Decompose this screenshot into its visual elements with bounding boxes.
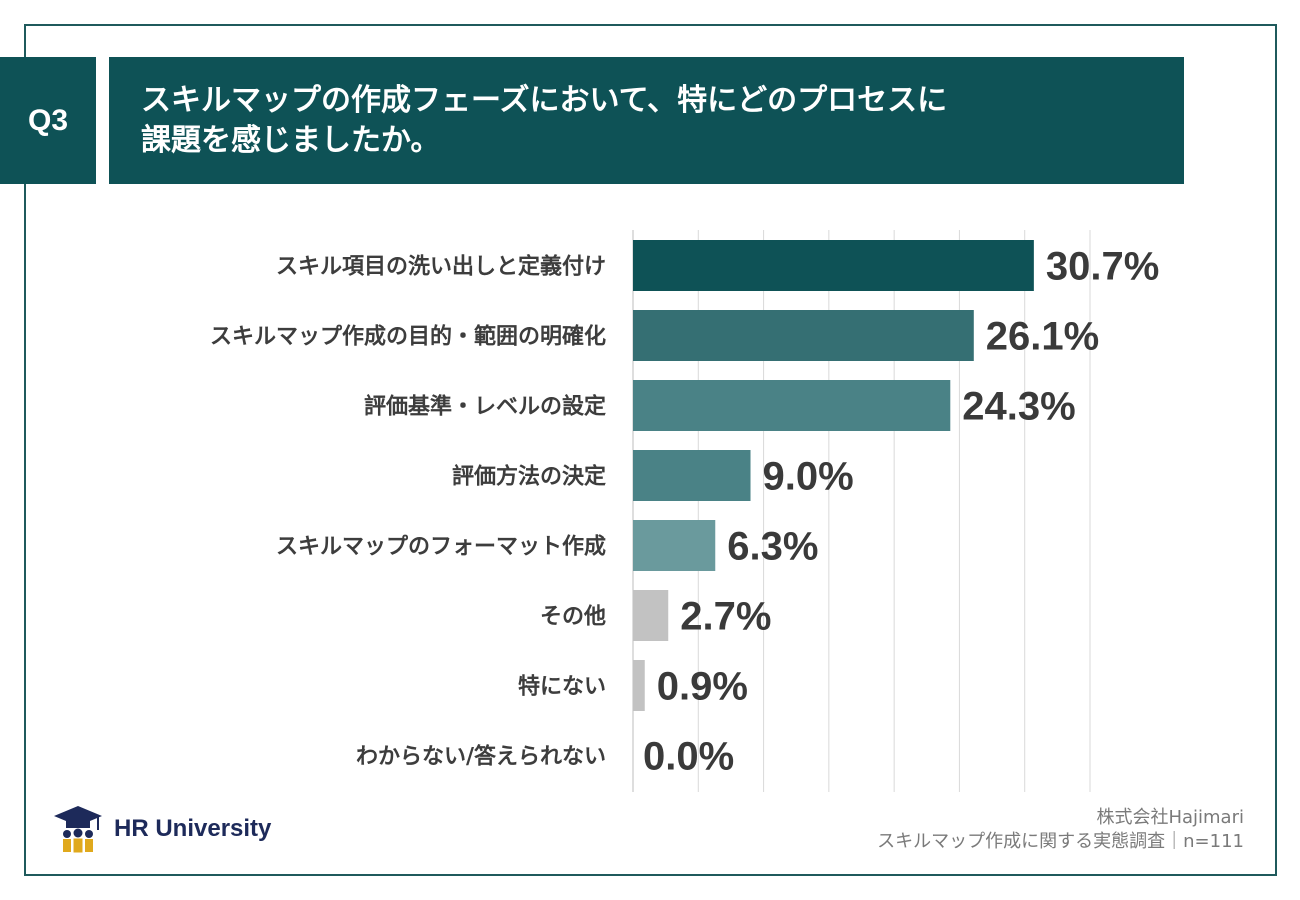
bar — [633, 450, 751, 501]
category-label: わからない/答えられない — [356, 744, 606, 770]
category-label: その他 — [540, 605, 606, 630]
category-label: 評価方法の決定 — [452, 464, 606, 490]
data-label: 30.7% — [1046, 245, 1159, 289]
category-label: スキルマップのフォーマット作成 — [276, 535, 606, 560]
bar — [633, 310, 974, 361]
logo-text: HR University — [114, 815, 272, 842]
bar — [633, 380, 951, 431]
question-title-line1: スキルマップの作成フェーズにおいて、特にどのプロセスに — [141, 82, 948, 118]
company-name: 株式会社Hajimari — [1096, 807, 1244, 828]
data-label: 0.9% — [657, 665, 748, 709]
bar — [633, 660, 645, 711]
source-note: 株式会社Hajimari スキルマップ作成に関する実態調査｜n=111 — [877, 806, 1244, 854]
category-label: 特にない — [518, 674, 606, 700]
graduation-cap-icon — [54, 806, 102, 853]
data-label: 6.3% — [727, 525, 818, 569]
bar — [633, 240, 1034, 291]
category-label: 評価基準・レベルの設定 — [364, 394, 606, 420]
data-label: 9.0% — [763, 455, 854, 499]
question-title-line2: 課題を感じましたか。 — [141, 122, 441, 158]
data-label: 0.0% — [643, 735, 734, 779]
question-title: スキルマップの作成フェーズにおいて、特にどのプロセスに 課題を感じましたか。 — [109, 57, 1184, 184]
data-label: 2.7% — [680, 595, 771, 639]
data-label: 26.1% — [986, 315, 1099, 359]
category-label: スキルマップ作成の目的・範囲の明確化 — [210, 324, 606, 350]
survey-name: スキルマップ作成に関する実態調査｜n=111 — [877, 831, 1244, 852]
chart-frame — [24, 24, 1277, 876]
question-label: Q3 — [0, 57, 96, 184]
data-label: 24.3% — [962, 385, 1075, 429]
bar — [633, 520, 716, 571]
category-label: スキル項目の洗い出しと定義付け — [276, 254, 606, 280]
hr-university-logo: HR University — [52, 804, 271, 854]
bar — [633, 590, 669, 641]
